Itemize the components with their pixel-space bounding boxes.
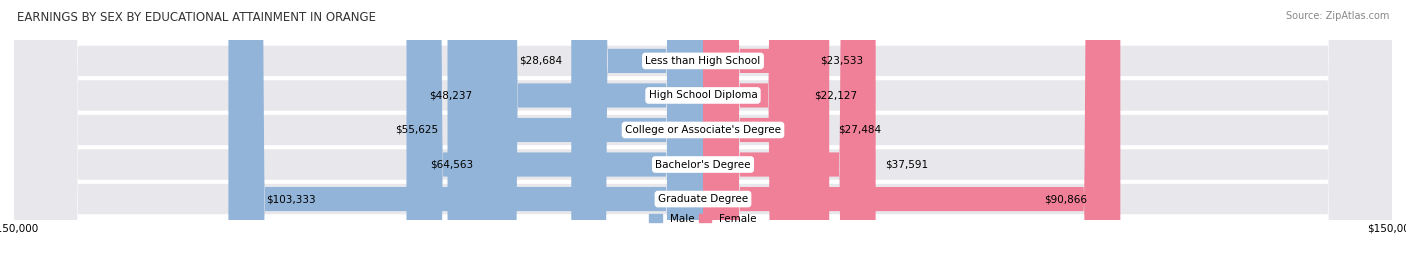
FancyBboxPatch shape [406,0,703,268]
Text: $22,127: $22,127 [814,90,856,100]
FancyBboxPatch shape [14,0,1392,268]
FancyBboxPatch shape [228,0,703,268]
FancyBboxPatch shape [14,0,1392,268]
Text: $28,684: $28,684 [519,56,562,66]
Text: EARNINGS BY SEX BY EDUCATIONAL ATTAINMENT IN ORANGE: EARNINGS BY SEX BY EDUCATIONAL ATTAINMEN… [17,11,375,24]
FancyBboxPatch shape [703,0,1121,268]
FancyBboxPatch shape [447,0,703,268]
Text: $64,563: $64,563 [430,159,474,170]
Text: High School Diploma: High School Diploma [648,90,758,100]
FancyBboxPatch shape [703,0,804,268]
Text: $37,591: $37,591 [884,159,928,170]
FancyBboxPatch shape [14,0,1392,268]
Text: $48,237: $48,237 [429,90,472,100]
Text: Source: ZipAtlas.com: Source: ZipAtlas.com [1285,11,1389,21]
Text: Bachelor's Degree: Bachelor's Degree [655,159,751,170]
Text: $55,625: $55,625 [395,125,439,135]
Text: Less than High School: Less than High School [645,56,761,66]
Text: $103,333: $103,333 [266,194,316,204]
FancyBboxPatch shape [571,0,703,268]
FancyBboxPatch shape [703,0,876,268]
FancyBboxPatch shape [14,0,1392,268]
Text: Graduate Degree: Graduate Degree [658,194,748,204]
FancyBboxPatch shape [14,0,1392,268]
FancyBboxPatch shape [703,0,811,268]
Text: College or Associate's Degree: College or Associate's Degree [626,125,780,135]
Legend: Male, Female: Male, Female [650,214,756,224]
Text: $23,533: $23,533 [820,56,863,66]
FancyBboxPatch shape [481,0,703,268]
Text: $90,866: $90,866 [1043,194,1087,204]
Text: $27,484: $27,484 [838,125,882,135]
FancyBboxPatch shape [703,0,830,268]
